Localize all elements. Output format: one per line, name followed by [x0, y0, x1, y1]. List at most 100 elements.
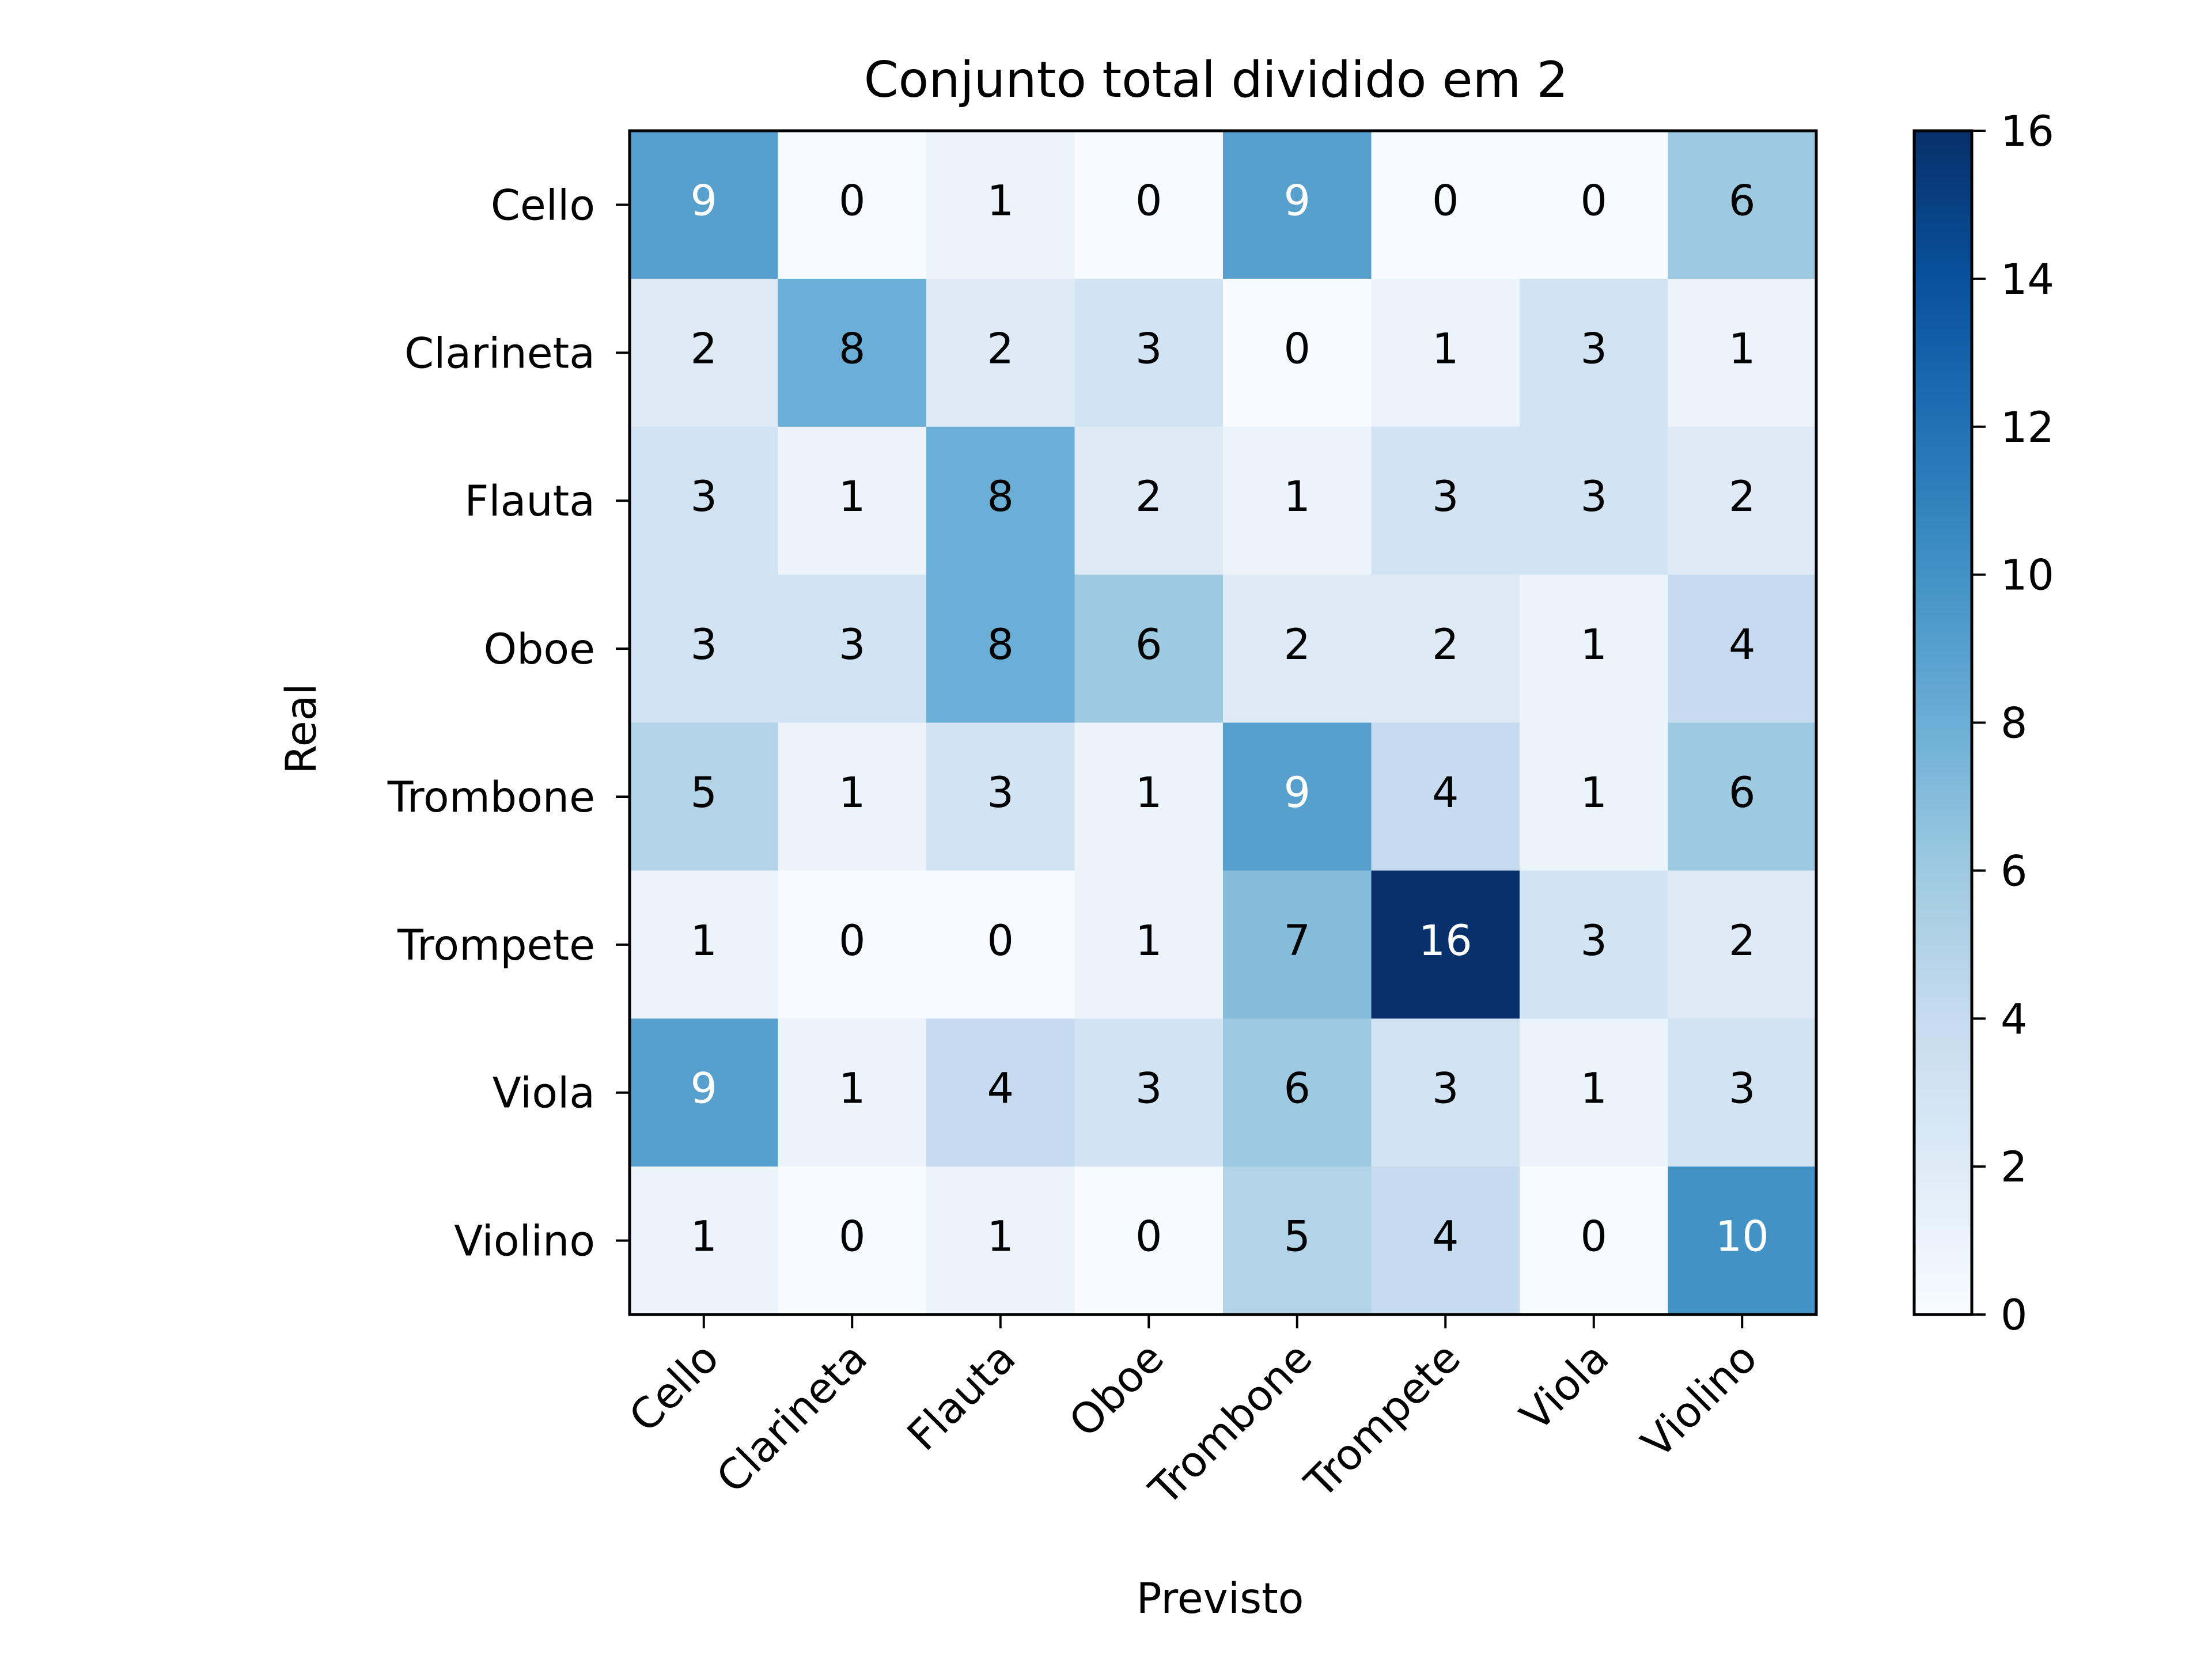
cell-value-label: 3 [839, 620, 865, 669]
cell-value-label: 3 [1135, 1065, 1162, 1113]
chart-title: Conjunto total dividido em 2 [864, 51, 1569, 109]
heatmap-cell [1223, 574, 1372, 724]
colorbar-tick-label: 6 [2001, 847, 2027, 896]
x-tick-label: Trombone [1140, 1334, 1322, 1516]
y-tick-label: Viola [493, 1069, 595, 1118]
y-tick-label: Violino [454, 1217, 595, 1266]
cell-value-label: 4 [1432, 768, 1459, 817]
cell-value-label: 0 [1581, 176, 1607, 225]
heatmap-cell [1668, 870, 1817, 1019]
cell-value-label: 6 [1729, 176, 1755, 225]
cell-value-label: 9 [1284, 176, 1310, 225]
x-tick-label: Cello [620, 1334, 728, 1442]
heatmap-cell [1520, 131, 1669, 279]
cell-value-label: 1 [1135, 916, 1162, 965]
heatmap-cell [1371, 1018, 1520, 1167]
heatmap-cell [1520, 870, 1669, 1019]
y-tick-label: Flauta [464, 477, 595, 526]
heatmap-cell [1074, 722, 1224, 871]
cell-value-label: 3 [691, 620, 717, 669]
x-tick-label: Flauta [898, 1334, 1025, 1460]
colorbar-tick-label: 0 [2001, 1291, 2027, 1340]
x-tick-label: Violino [1633, 1334, 1767, 1468]
cell-value-label: 3 [1729, 1065, 1755, 1113]
cell-value-label: 7 [1284, 916, 1310, 965]
heatmap-cell [630, 574, 779, 724]
heatmap-cell [1074, 278, 1224, 427]
heatmap-cell [1074, 574, 1224, 724]
cell-value-label: 0 [839, 1213, 865, 1262]
y-tick-label: Oboe [484, 625, 595, 674]
cell-value-label: 1 [1135, 768, 1162, 817]
heatmap-cell [1223, 426, 1372, 575]
cell-value-label: 8 [987, 472, 1014, 521]
colorbar-ticks: 0 2 4 6 8 10 12 14 16 [1972, 107, 2054, 1340]
cell-value-label: 1 [1432, 324, 1459, 373]
heatmap-cell [1520, 574, 1669, 724]
heatmap-cell [1371, 131, 1520, 279]
heatmap-cell [630, 870, 779, 1019]
cell-value-label: 2 [1135, 472, 1162, 521]
cell-value-label: 9 [691, 176, 717, 225]
heatmap-cell [630, 131, 779, 279]
y-axis-ticks: Cello Clarineta Flauta Oboe Trombone Trompete… [387, 181, 630, 1266]
cell-value-label: 1 [1581, 1065, 1607, 1113]
heatmap-cell [926, 131, 1075, 279]
plot-frame [628, 129, 1818, 1316]
cell-value-label: 0 [1135, 176, 1162, 225]
cell-value-label: 2 [1729, 916, 1755, 965]
cell-value-label: 4 [1729, 620, 1755, 669]
cell-value-label: 1 [839, 472, 865, 521]
heatmap-cell [1371, 426, 1520, 575]
cell-value-label: 8 [987, 620, 1014, 669]
heatmap-cell [630, 722, 779, 871]
heatmap-cell [778, 574, 927, 724]
heatmap-cell [1371, 278, 1520, 427]
cell-value-label: 1 [691, 1213, 717, 1262]
heatmap-cell [1668, 574, 1817, 724]
heatmap-cell [1223, 278, 1372, 427]
y-tick-label: Trombone [387, 773, 595, 822]
heatmap-cell [1668, 1018, 1817, 1167]
cell-value-label: 1 [1284, 472, 1310, 521]
cell-value-label: 2 [691, 324, 717, 373]
heatmap-cell [1520, 1018, 1669, 1167]
heatmap-cell [1520, 278, 1669, 427]
cell-value-label: 1 [1729, 324, 1755, 373]
cell-value-label: 9 [691, 1065, 717, 1113]
cell-value-label: 3 [1581, 324, 1607, 373]
heatmap-cell [778, 722, 927, 871]
heatmap-cell [1668, 1166, 1817, 1315]
cell-value-label: 0 [1284, 324, 1310, 373]
x-tick-label: Oboe [1060, 1334, 1173, 1447]
colorbar-tick-label: 16 [2001, 107, 2054, 156]
colorbar-tick-label: 4 [2001, 995, 2027, 1044]
heatmap-cell [778, 131, 927, 279]
cell-value-label: 0 [839, 916, 865, 965]
x-tick-label: Viola [1511, 1334, 1618, 1441]
heatmap-cell [1371, 722, 1520, 871]
heatmap-cell [1371, 574, 1520, 724]
cell-value-label: 1 [839, 1065, 865, 1113]
cell-value-label: 0 [1581, 1213, 1607, 1262]
y-tick-label: Trompete [397, 921, 595, 970]
y-tick-label: Clarineta [404, 329, 595, 378]
heatmap-cell [630, 426, 779, 575]
heatmap-cell [630, 1166, 779, 1315]
heatmap-cell [630, 1018, 779, 1167]
heatmap-cell [1668, 426, 1817, 575]
heatmap-cell [778, 278, 927, 427]
cell-value-label: 1 [1581, 620, 1607, 669]
heatmap-cell [1520, 1166, 1669, 1315]
heatmap-cell [1074, 426, 1224, 575]
cell-value-label: 3 [691, 472, 717, 521]
cell-value-label: 6 [1135, 620, 1162, 669]
colorbar-gradient [1914, 131, 1972, 1315]
heatmap-cell [1223, 131, 1372, 279]
heatmap-cell [926, 574, 1075, 724]
cell-value-label: 1 [987, 176, 1014, 225]
cell-value-label: 1 [1581, 768, 1607, 817]
cell-value-label: 4 [987, 1065, 1014, 1113]
colorbar-tick-label: 10 [2001, 551, 2054, 600]
